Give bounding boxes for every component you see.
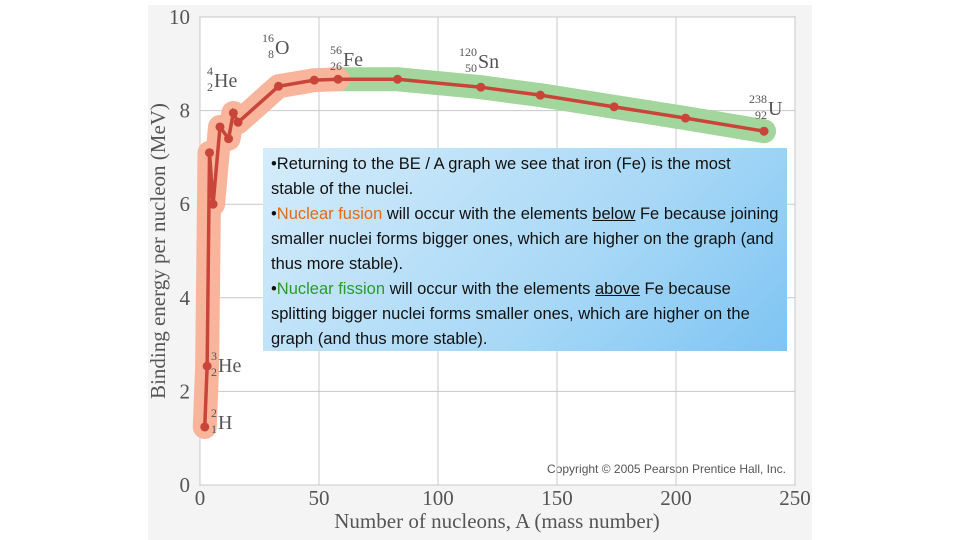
bullet-text: above xyxy=(595,280,640,298)
nuclide-mass: 2 xyxy=(211,406,217,420)
data-point xyxy=(309,75,319,85)
data-point xyxy=(202,361,212,371)
nuclide-mass: 238 xyxy=(749,92,767,106)
nuclide-mass: 4 xyxy=(207,64,213,78)
x-tick-label: 250 xyxy=(779,486,811,510)
data-point xyxy=(205,148,215,158)
data-point xyxy=(609,102,619,112)
y-tick-label: 0 xyxy=(180,473,191,497)
bullet-text: will occur with the elements xyxy=(385,280,595,298)
y-tick-label: 8 xyxy=(180,99,191,123)
text-box: •Returning to the BE / A graph we see th… xyxy=(263,148,787,351)
nuclide-mass: 16 xyxy=(262,31,274,45)
bullet-text: Nuclear fusion xyxy=(276,205,383,223)
data-point xyxy=(476,82,486,92)
nuclide-atomic: 50 xyxy=(465,61,477,75)
bullet-text: will occur with the elements xyxy=(382,205,593,223)
bullet-text: Fe because splitting bigger nuclei forms… xyxy=(271,280,750,348)
data-point xyxy=(759,126,769,136)
x-tick-label: 0 xyxy=(195,486,206,510)
nuclide-symbol: Fe xyxy=(343,49,363,71)
data-point xyxy=(224,134,234,144)
nuclide-symbol: He xyxy=(214,70,237,92)
data-point xyxy=(333,74,343,84)
y-tick-label: 10 xyxy=(169,5,190,29)
bullet-text: •Returning to the BE / A graph we see th… xyxy=(271,155,731,198)
nuclide-atomic: 2 xyxy=(211,365,217,379)
x-tick-label: 50 xyxy=(309,486,330,510)
data-point xyxy=(228,108,238,118)
data-point xyxy=(208,199,218,209)
nuclide-symbol: He xyxy=(218,355,241,377)
y-axis-title: Binding energy per nucleon (MeV) xyxy=(146,103,170,399)
nuclide-atomic: 8 xyxy=(268,47,274,61)
y-tick-label: 6 xyxy=(180,192,191,216)
bullet-text: • xyxy=(271,280,277,298)
x-tick-label: 100 xyxy=(422,486,454,510)
nuclide-mass: 120 xyxy=(459,45,477,59)
bullet-text: Fe because joining smaller nuclei forms … xyxy=(271,205,779,273)
nuclide-symbol: Sn xyxy=(478,51,499,73)
data-point xyxy=(393,74,403,84)
bullet: •Returning to the BE / A graph we see th… xyxy=(271,152,779,202)
data-point xyxy=(681,113,691,123)
nuclide-symbol: H xyxy=(218,412,232,434)
data-point xyxy=(274,81,284,91)
nuclide-atomic: 2 xyxy=(207,80,213,94)
bullet-text: below xyxy=(592,205,636,223)
nuclide-mass: 56 xyxy=(330,43,342,57)
bullet-text: Nuclear fission xyxy=(276,280,385,298)
nuclide-atomic: 26 xyxy=(330,59,342,73)
x-tick-label: 200 xyxy=(660,486,692,510)
y-tick-label: 4 xyxy=(180,286,191,310)
nuclide-mass: 3 xyxy=(211,349,217,363)
x-axis-title: Number of nucleons, A (mass number) xyxy=(334,509,659,533)
data-point xyxy=(233,117,243,127)
nuclide-symbol: U xyxy=(768,98,783,120)
nuclide-atomic: 92 xyxy=(755,108,767,122)
bullet: •Nuclear fusion will occur with the elem… xyxy=(271,202,779,277)
nuclide-atomic: 1 xyxy=(211,422,217,436)
y-tick-label: 2 xyxy=(180,379,191,403)
x-tick-label: 150 xyxy=(541,486,573,510)
data-point xyxy=(215,122,225,132)
nuclide-symbol: O xyxy=(275,37,289,59)
bullet-text: • xyxy=(271,205,277,223)
data-point xyxy=(200,422,210,432)
data-point xyxy=(535,90,545,100)
bullet: •Nuclear fission will occur with the ele… xyxy=(271,277,779,352)
credit: Copyright © 2005 Pearson Prentice Hall, … xyxy=(547,462,786,476)
